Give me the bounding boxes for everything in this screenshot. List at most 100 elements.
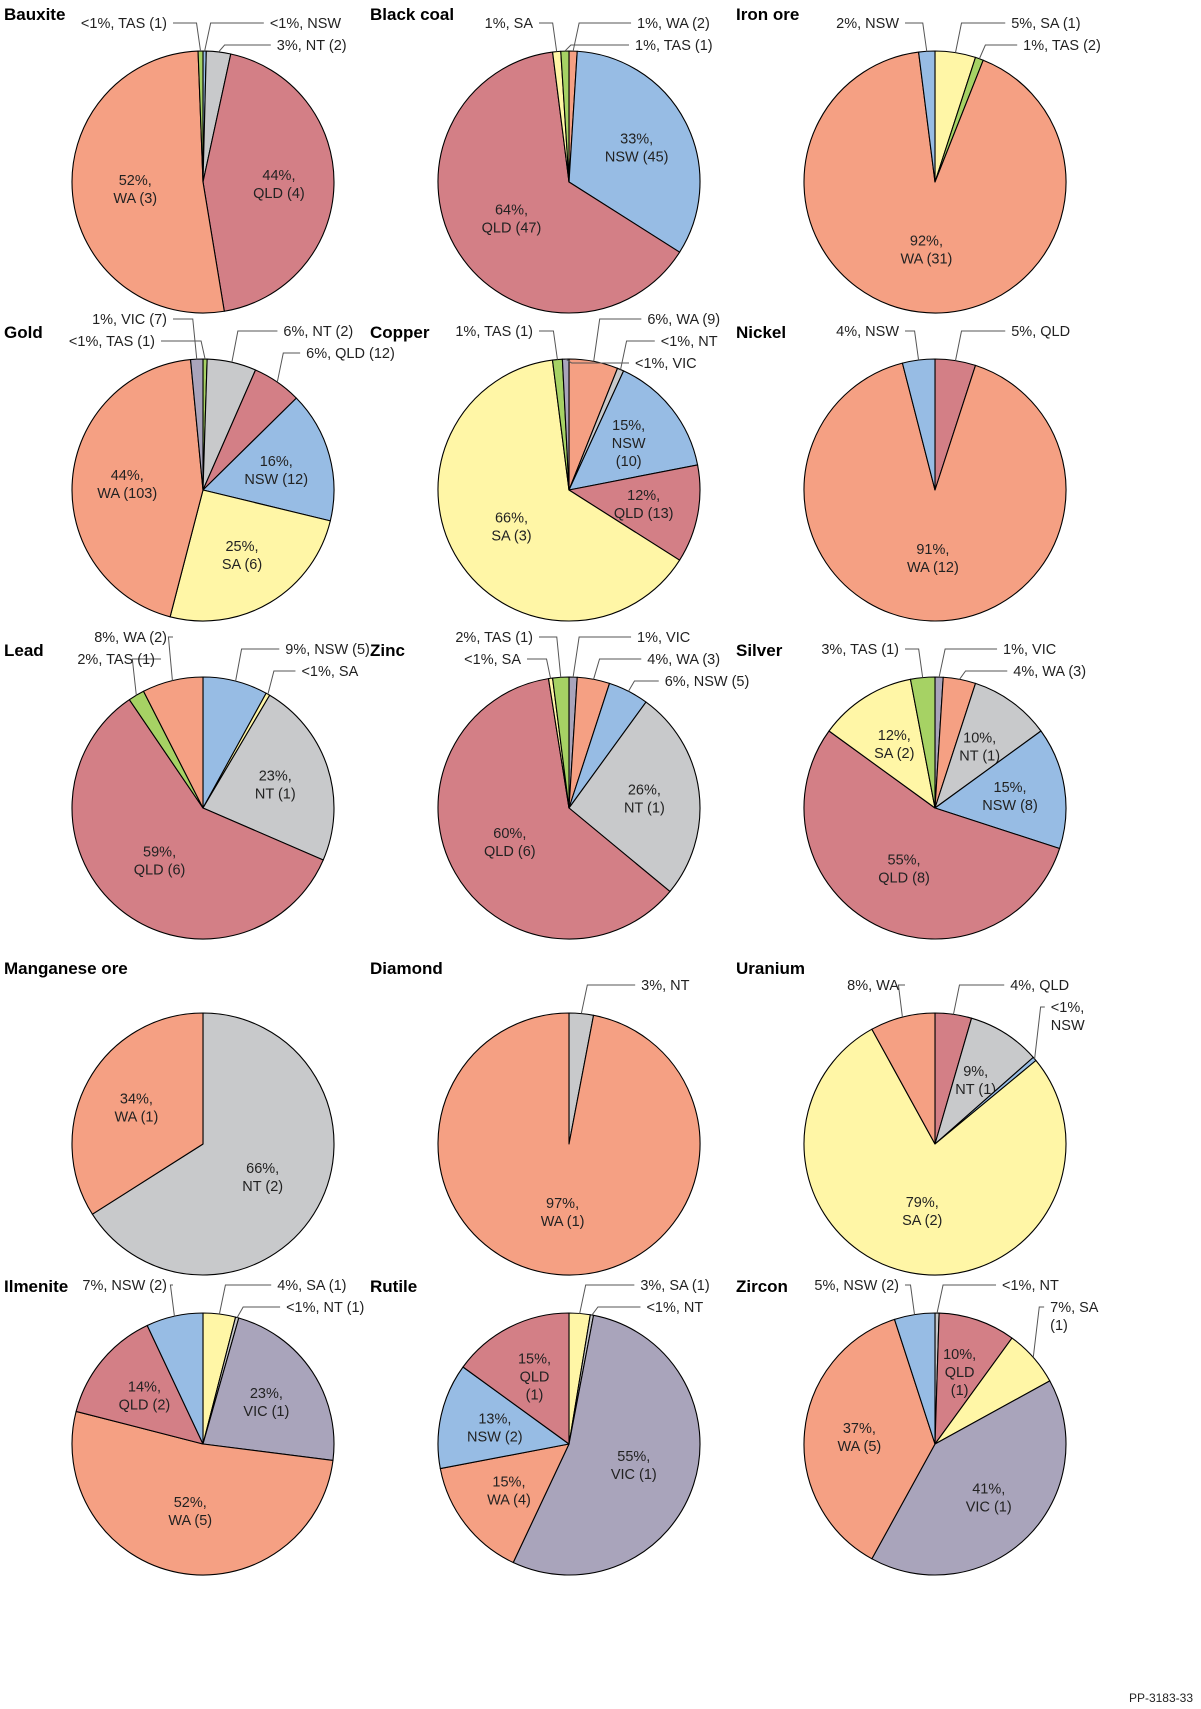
slice-label: 10%,: [963, 731, 996, 747]
pie-chart-nickel: Nickel 91%, WA (12) 5%, QLD 4%, NSW: [736, 323, 1070, 622]
slice-callout-label: 9%, NSW (5): [285, 642, 370, 658]
pie-slice-nsw: [934, 730, 1067, 850]
pie-slice-qld: [437, 678, 671, 940]
slice-label: QLD (2): [119, 1398, 171, 1414]
callout-leader: [628, 680, 659, 692]
pie-slice-wa: [803, 362, 1067, 622]
slice-label: WA (103): [97, 486, 157, 502]
slice-label: QLD (47): [482, 221, 542, 237]
slice-label: WA (5): [837, 1439, 881, 1455]
slice-callout-label: 5%, NSW (2): [814, 1278, 899, 1294]
figure-code: PP-3183-33: [1129, 1691, 1193, 1705]
pie-chart-bauxite: Bauxite 44%, QLD (4) 52%, WA (3) <1%, NSW 3%, …: [4, 5, 347, 314]
slice-label: NT (1): [255, 787, 296, 803]
callout-leader: [952, 984, 1005, 1015]
callout-leader: [905, 22, 928, 52]
pie-chart-diamond: Diamond 97%, WA (1) 3%, NT: [370, 959, 701, 1276]
chart-title: Uranium: [736, 959, 805, 978]
slice-label: 59%,: [143, 844, 176, 860]
slice-label: 91%,: [916, 542, 949, 558]
callout-leader: [539, 330, 558, 360]
callout-leader: [572, 636, 632, 678]
callout-leader: [173, 318, 198, 360]
slice-callout-label: <1%, TAS (1): [81, 16, 167, 32]
slice-label: 9%,: [963, 1064, 988, 1080]
slice-label: 13%,: [478, 1411, 511, 1427]
pie-chart-black-coal: Black coal 33%, NSW (45) 64%, QLD (47) 1%, WA…: [370, 5, 713, 314]
slice-label: 37%,: [843, 1421, 876, 1437]
chart-title: Iron ore: [736, 5, 799, 24]
pie-slice-wa: [71, 1012, 204, 1215]
slice-callout-label: 1%, TAS (1): [635, 38, 713, 54]
slice-label: 14%,: [128, 1380, 161, 1396]
slice-label: SA (2): [902, 1213, 942, 1229]
callout-leader: [959, 670, 1008, 680]
pie-slice-sa: [169, 489, 331, 622]
slice-callout-label: 4%, NSW: [836, 324, 899, 340]
chart-title: Silver: [736, 641, 783, 660]
slice-callout-label: 2%, TAS (1): [77, 652, 155, 668]
pie-chart-lead: Lead 23%, NT (1) 59%, QLD (6) 9%, NSW (5) <1%,…: [4, 630, 370, 940]
pie-slice-wa: [71, 359, 204, 618]
callout-leader: [938, 648, 998, 678]
chart-title: Black coal: [370, 5, 454, 24]
slice-label: WA (12): [907, 560, 959, 576]
pie-slice-qld: [75, 1324, 204, 1445]
chart-title: Nickel: [736, 323, 786, 342]
pie-slice-nt: [202, 694, 335, 861]
slice-label: 15%,: [994, 780, 1027, 796]
pie-slice-nsw: [202, 397, 335, 522]
slice-label: 44%,: [262, 168, 295, 184]
slice-callout-label: <1%, NT: [661, 334, 718, 350]
slice-callout-label: <1%, TAS (1): [69, 334, 155, 350]
callout-leader: [593, 318, 642, 362]
pie-slice-qld: [568, 464, 701, 561]
slice-label: 23%,: [250, 1386, 283, 1402]
slice-callout-label: 4%, WA (3): [647, 652, 720, 668]
slice-label: VIC (1): [243, 1404, 289, 1420]
pie-slice-nsw: [568, 50, 701, 253]
slice-label: 41%,: [972, 1482, 1005, 1498]
chart-title: Ilmenite: [4, 1277, 68, 1296]
callout-leader: [131, 658, 161, 696]
callout-leader: [593, 658, 642, 680]
chart-title: Copper: [370, 323, 430, 342]
pie-slice-wa: [142, 676, 204, 809]
callout-leader: [936, 1284, 997, 1314]
slice-label: QLD: [945, 1365, 975, 1381]
slice-label: NSW (8): [982, 798, 1038, 814]
slice-callout-label: 6%, NSW (5): [665, 674, 750, 690]
callout-leader: [905, 330, 920, 361]
callout-leader: [565, 358, 629, 364]
callout-leader: [591, 1306, 641, 1316]
slice-label: QLD: [520, 1369, 550, 1385]
slice-label: 44%,: [111, 468, 144, 484]
pie-chart-gold: Gold 16%, NSW (12) 25%, SA (6) 44%, WA (103) 6%…: [4, 312, 395, 622]
pie-slice-nsw: [146, 1312, 204, 1445]
slice-callout-label: 1%, TAS (1): [455, 324, 533, 340]
slice-label: 12%,: [627, 488, 660, 504]
slice-label: NSW: [612, 436, 646, 452]
pie-slice-wa: [803, 1318, 936, 1560]
slice-label: NT (1): [624, 800, 665, 816]
slice-label: (1): [951, 1383, 969, 1399]
slice-label: NT (2): [242, 1179, 283, 1195]
callout-leader: [539, 22, 558, 52]
pie-slice-qld: [71, 699, 324, 940]
slice-callout-label: 4%, SA (1): [277, 1278, 346, 1294]
pie-chart-iron-ore: Iron ore 92%, WA (31) 5%, SA (1) 1%, TAS (2)…: [736, 5, 1101, 314]
callout-leader: [539, 636, 562, 678]
slice-label: NT (1): [955, 1082, 996, 1098]
slice-label: 52%,: [174, 1495, 207, 1511]
slice-callout-label: 8%, WA: [847, 978, 899, 994]
slice-label: 92%,: [910, 234, 943, 250]
callout-leader: [527, 658, 552, 679]
pie-slice-nsw: [568, 370, 699, 491]
chart-title: Rutile: [370, 1277, 417, 1296]
pie-slice-wa: [871, 1012, 936, 1145]
callout-leader: [897, 984, 905, 1018]
slice-label: 55%,: [888, 853, 921, 869]
pie-slice-nsw: [901, 358, 936, 491]
callout-leader: [564, 44, 629, 52]
